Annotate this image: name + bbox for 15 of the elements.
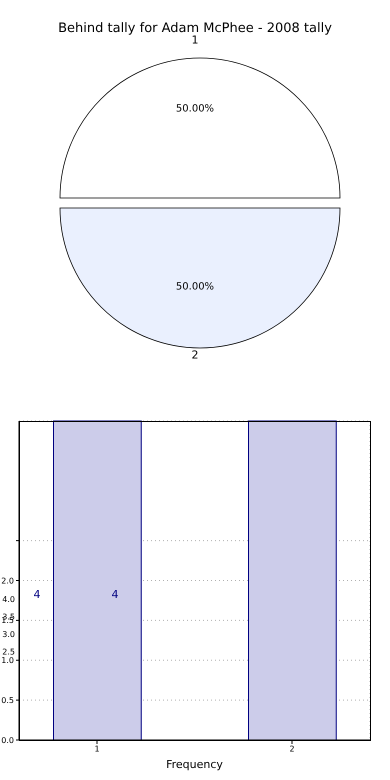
x-axis-title: Frequency (166, 758, 224, 771)
y-tick-label: 1.0 (1, 656, 14, 666)
slice-label: 2 (192, 348, 198, 362)
y-tick-label: 0.0 (1, 736, 14, 745)
annotation: 4 (110, 588, 120, 601)
y2-tick-label: 3.0 (2, 630, 15, 640)
data-label: 50.00% (176, 104, 214, 115)
annotation: 4 (32, 588, 42, 601)
chart-title: Behind tally for Adam McPhee - 2008 tally (57, 21, 333, 36)
y-tick-label: 2.0 (1, 576, 14, 586)
y2-tick-label: 4.0 (2, 594, 15, 604)
y-tick-label: 0.5 (1, 696, 14, 705)
y2-tick-label: 2.5 (2, 648, 15, 657)
data-label: 50.00% (176, 282, 214, 293)
slice-label: 1 (192, 33, 198, 46)
